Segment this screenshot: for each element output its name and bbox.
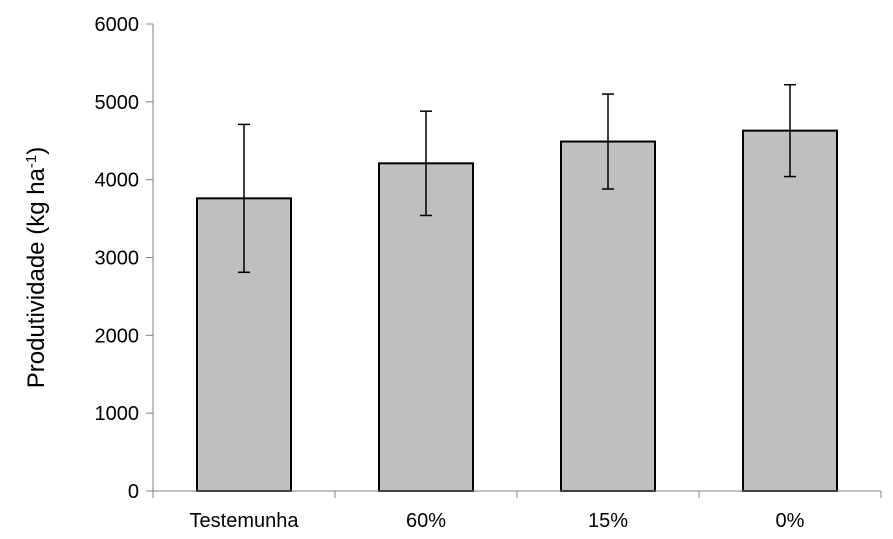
y-tick-label: 3000	[95, 248, 140, 270]
y-tick-label: 1000	[95, 403, 140, 425]
bars	[196, 129, 838, 493]
error-bar-2	[420, 110, 432, 217]
y-tick-label: 2000	[95, 325, 140, 347]
x-tick-label: 0%	[776, 510, 805, 532]
bar-3	[560, 140, 656, 493]
y-tick-label: 0	[128, 481, 139, 503]
error-bars	[238, 83, 796, 274]
y-tick-label: 6000	[95, 14, 140, 36]
x-tick-label: 15%	[588, 510, 628, 532]
y-tick-label: 5000	[95, 92, 140, 114]
y-axis-title-text: Produtividade (kg ha	[23, 167, 50, 388]
y-axis-ticks: 0 1000 2000 3000 4000 5000 6000	[95, 14, 153, 503]
x-axis-ticks: Testemunha 60% 15% 0%	[152, 491, 882, 532]
bar-4	[742, 129, 838, 493]
bar-2	[378, 162, 474, 493]
error-bar-3	[602, 93, 614, 190]
y-tick-label: 4000	[95, 170, 140, 192]
error-bar-4	[784, 83, 796, 178]
y-axis-title-close: )	[23, 147, 50, 155]
x-tick-label: 60%	[406, 510, 446, 532]
error-bar-1	[238, 123, 250, 274]
y-axis-title-superscript: -1	[23, 155, 40, 168]
x-tick-label: Testemunha	[190, 510, 300, 532]
y-axis-title: Produtividade (kg ha-1)	[23, 147, 51, 388]
